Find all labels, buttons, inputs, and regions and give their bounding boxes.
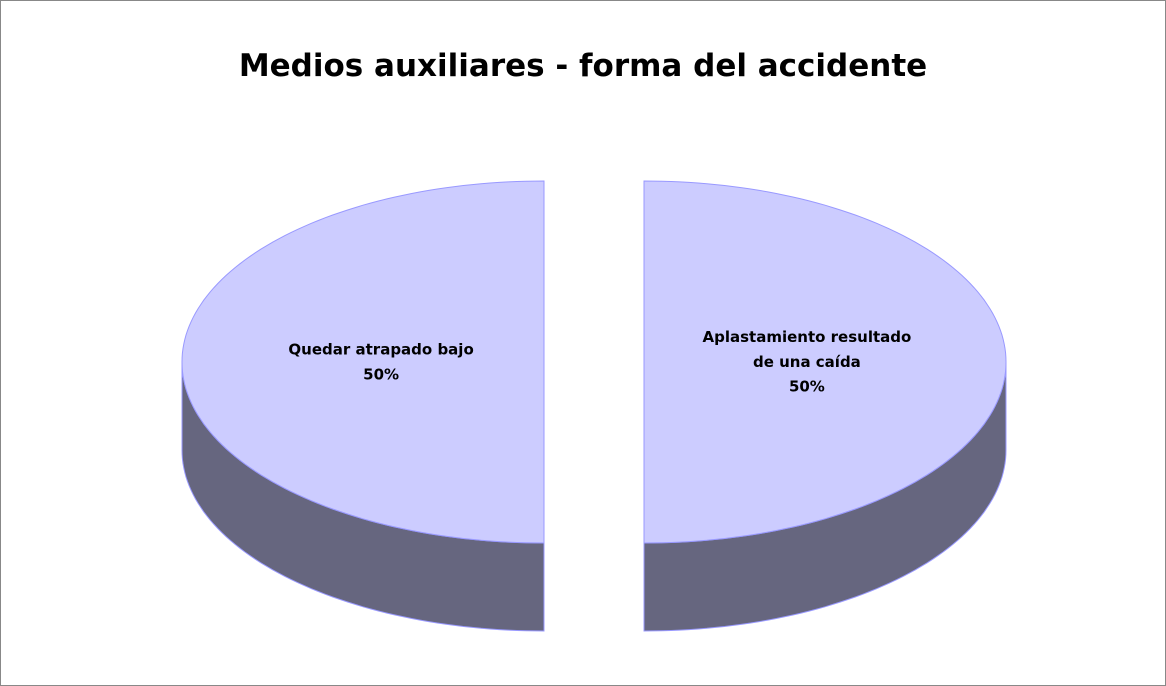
chart-title: Medios auxiliares - forma del accidente xyxy=(238,48,928,84)
slice xyxy=(181,180,545,544)
slice xyxy=(643,180,1007,544)
slice-label: Quedar atrapado bajo xyxy=(288,340,474,359)
slice-label: Aplastamiento resultado de una caída xyxy=(702,328,912,371)
value-label: 50% xyxy=(363,365,400,383)
value-label: 50% xyxy=(788,377,825,396)
